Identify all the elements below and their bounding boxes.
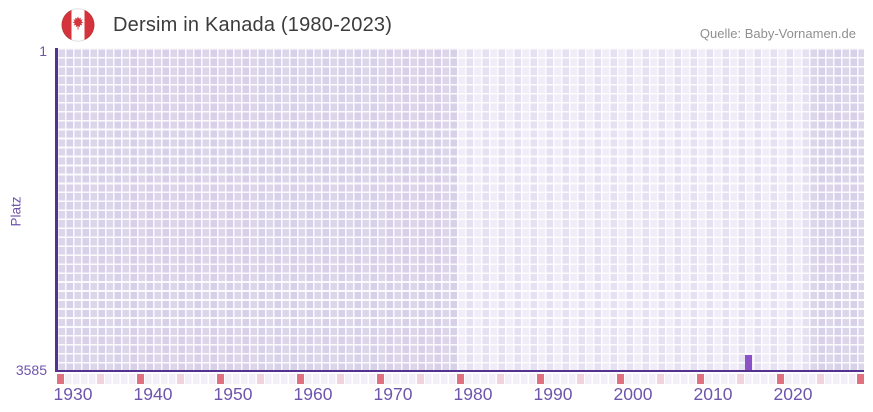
strip-marker-1973: [417, 374, 424, 384]
strip-marker-2028: [857, 374, 864, 384]
x-tick-2010: 2010: [693, 384, 733, 404]
strip-marker-1958: [297, 374, 304, 384]
x-tick-1990: 1990: [533, 384, 573, 404]
strip-marker-1988: [537, 374, 544, 384]
x-tick-1960: 1960: [293, 384, 333, 404]
strip-marker-2018: [777, 374, 784, 384]
strip-marker-1963: [337, 374, 344, 384]
timeline-strip: [57, 374, 864, 384]
y-axis-line: [55, 48, 58, 372]
x-axis-line: [55, 369, 864, 372]
strip-marker-1943: [177, 374, 184, 384]
strip-marker-1968: [377, 374, 384, 384]
strip-marker-1983: [497, 374, 504, 384]
canada-flag-icon: [61, 8, 95, 42]
chart-title: Dersim in Kanada (1980-2023): [113, 14, 393, 36]
strip-marker-1938: [137, 374, 144, 384]
x-tick-1930: 1930: [53, 384, 93, 404]
strip-marker-1928: [57, 374, 64, 384]
x-tick-1950: 1950: [213, 384, 253, 404]
strip-marker-1953: [257, 374, 264, 384]
x-tick-1980: 1980: [453, 384, 493, 404]
strip-marker-1993: [577, 374, 584, 384]
plot-area: [57, 48, 864, 371]
strip-marker-1978: [457, 374, 464, 384]
strip-marker-1948: [217, 374, 224, 384]
rank-bar-2014[interactable]: [745, 355, 752, 371]
source-attribution: Quelle: Baby-Vornamen.de: [699, 26, 856, 41]
y-axis-label: Platz: [8, 196, 24, 227]
strip-marker-2023: [817, 374, 824, 384]
x-tick-2000: 2000: [613, 384, 653, 404]
strip-marker-1933: [97, 374, 104, 384]
y-tick-top: 1: [39, 43, 47, 59]
strip-marker-1998: [617, 374, 624, 384]
x-tick-1970: 1970: [373, 384, 413, 404]
strip-marker-2013: [737, 374, 744, 384]
x-tick-1940: 1940: [133, 384, 173, 404]
chart-header: Dersim in Kanada (1980-2023) Quelle: Bab…: [0, 0, 873, 48]
strip-marker-2003: [657, 374, 664, 384]
grid-lines: [57, 48, 864, 371]
strip-marker-2008: [697, 374, 704, 384]
y-tick-bottom: 3585: [15, 362, 47, 378]
x-tick-2020: 2020: [773, 384, 813, 404]
